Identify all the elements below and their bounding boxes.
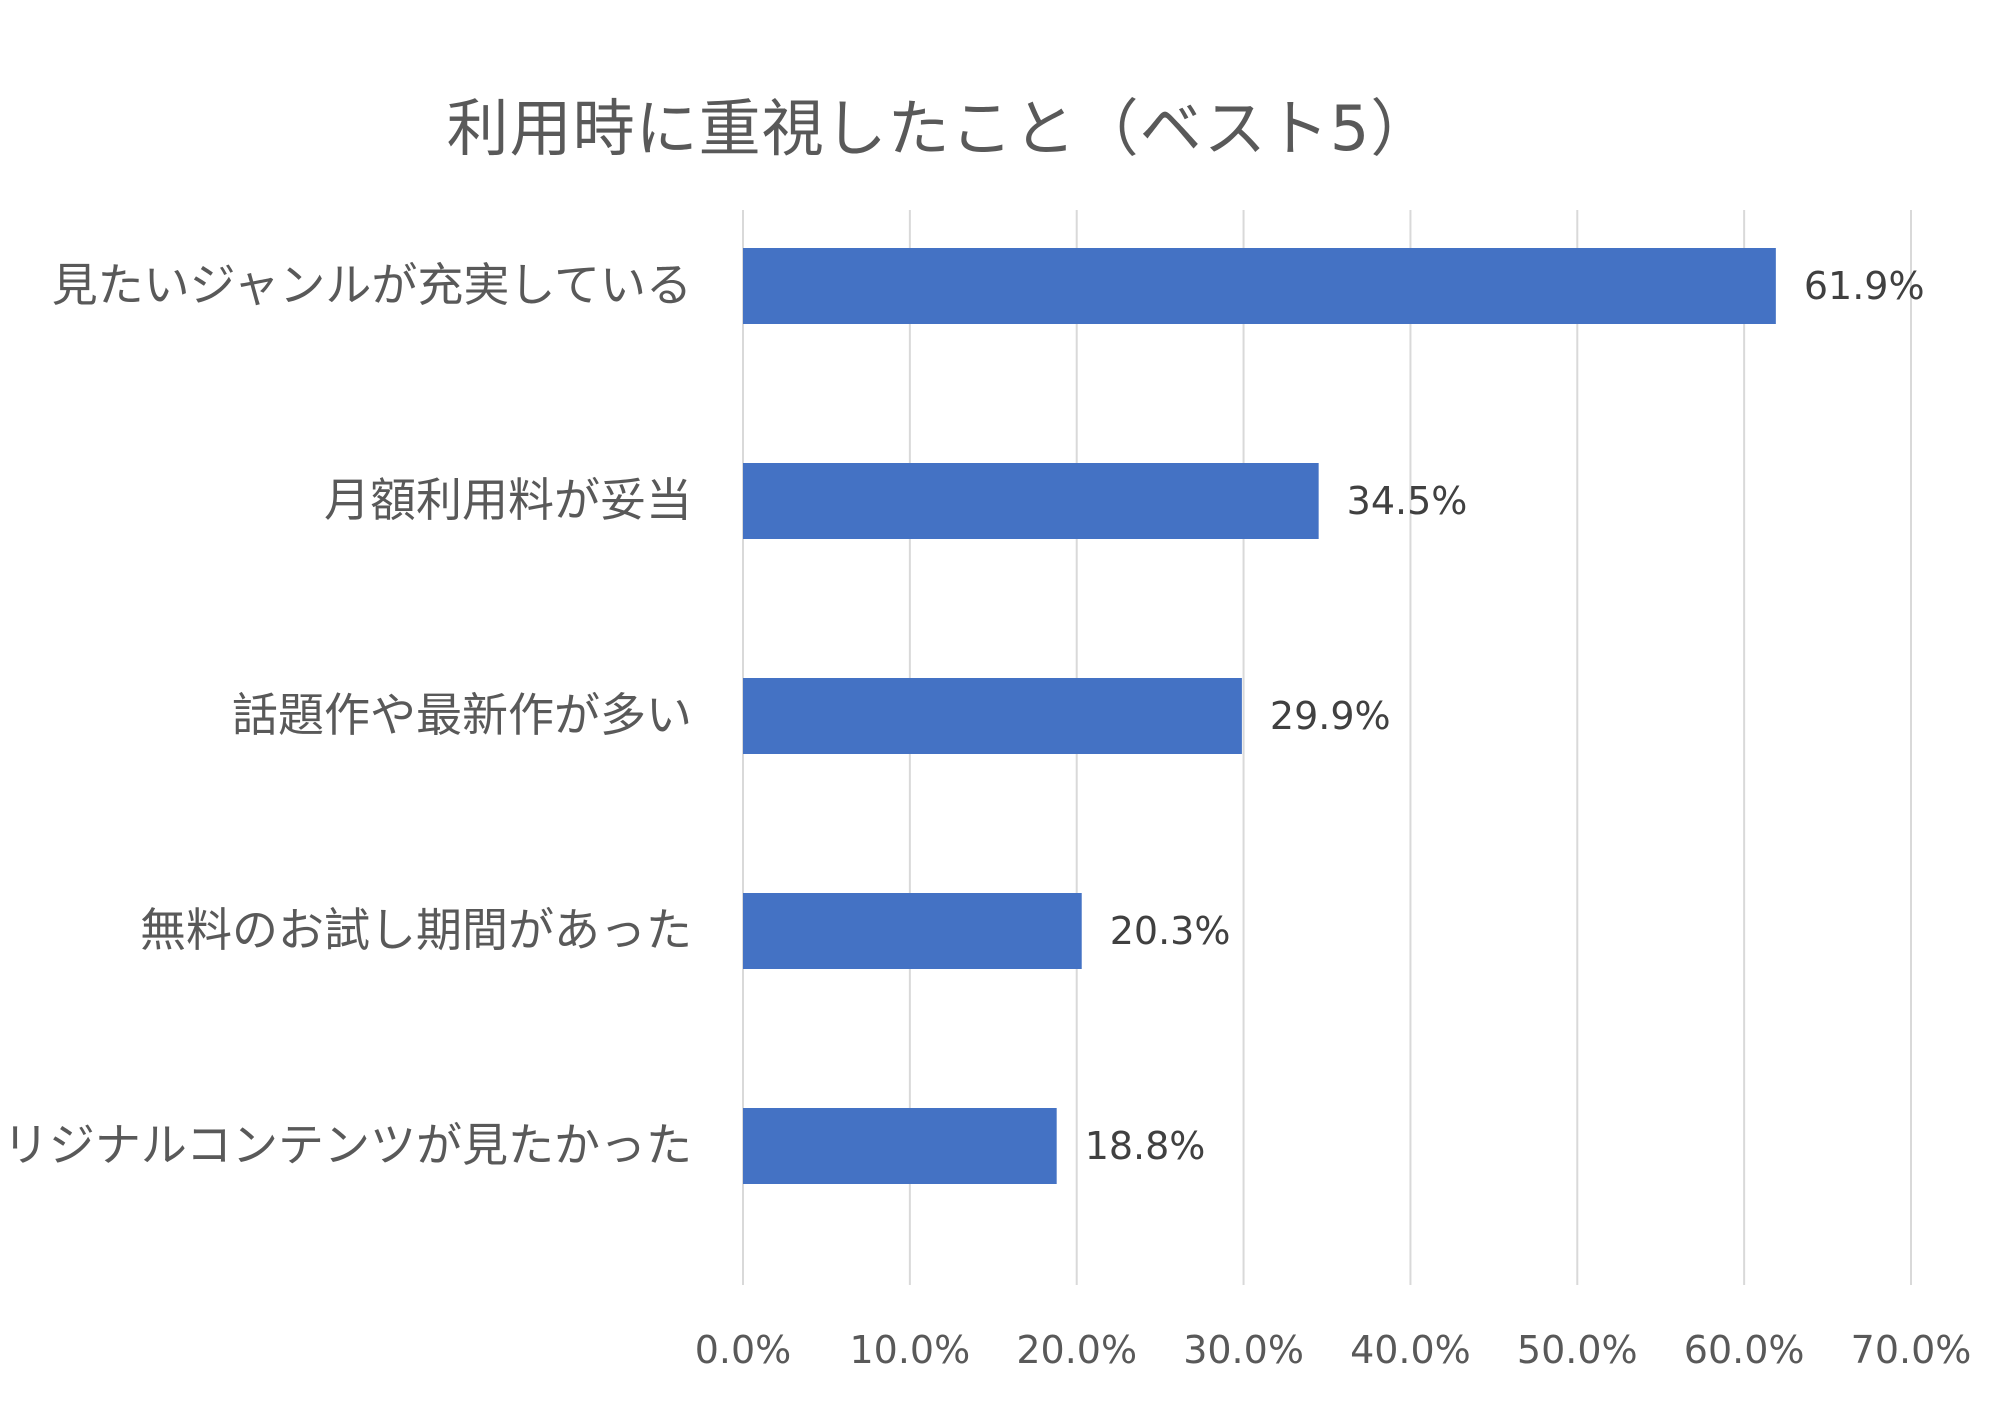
data-label: 18.8%	[1085, 1124, 1206, 1168]
x-tick-label: 0.0%	[695, 1328, 792, 1372]
x-tick-label: 40.0%	[1350, 1328, 1471, 1372]
x-tick-label: 60.0%	[1684, 1328, 1805, 1372]
data-label: 20.3%	[1110, 909, 1231, 953]
x-tick-label: 20.0%	[1016, 1328, 1137, 1372]
bar	[743, 463, 1319, 539]
x-tick-label: 70.0%	[1851, 1328, 1972, 1372]
bar	[743, 248, 1776, 324]
chart-title: 利用時に重視したこと（ベスト5）	[446, 92, 1434, 165]
category-label: 見たいジャンルが充実している	[52, 258, 692, 312]
data-label: 29.9%	[1270, 694, 1391, 738]
x-tick-label: 10.0%	[849, 1328, 970, 1372]
category-label: 月額利用料が妥当	[324, 473, 692, 527]
bars	[743, 248, 1776, 1184]
bar	[743, 893, 1082, 969]
bar	[743, 678, 1242, 754]
category-label: 無料のお試し期間があった	[140, 903, 692, 957]
x-tick-label: 30.0%	[1183, 1328, 1304, 1372]
x-tick-label: 50.0%	[1517, 1328, 1638, 1372]
category-label: 話題作や最新作が多い	[232, 688, 692, 742]
category-label: オリジナルコンテンツが見たかった	[0, 1118, 692, 1172]
labels: 0.0% 10.0% 20.0% 30.0% 40.0% 50.0% 60.0% 70.0% 見…	[0, 258, 1971, 1372]
data-label: 34.5%	[1347, 479, 1468, 523]
data-label: 61.9%	[1804, 264, 1925, 308]
bar	[743, 1108, 1057, 1184]
